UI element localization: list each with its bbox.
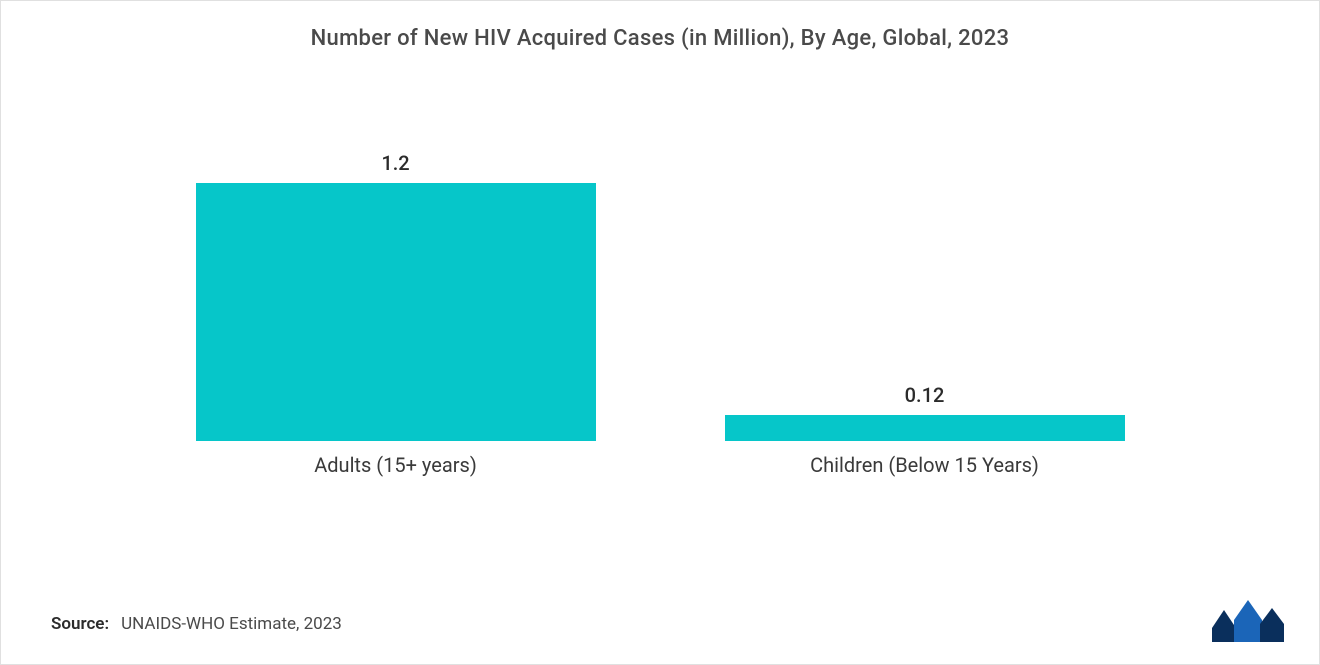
chart-container: Number of New HIV Acquired Cases (in Mil…: [0, 0, 1320, 665]
chart-title: Number of New HIV Acquired Cases (in Mil…: [51, 26, 1269, 51]
labels-row: Adults (15+ years) Children (Below 15 Ye…: [51, 453, 1269, 477]
source-line: Source: UNAIDS-WHO Estimate, 2023: [51, 614, 342, 634]
bar-0: [196, 183, 596, 441]
bar-1: [725, 415, 1125, 441]
source-label: Source:: [51, 614, 109, 634]
bar-value-0: 1.2: [381, 151, 409, 175]
bar-label-1: Children (Below 15 Years): [725, 453, 1125, 477]
chart-area: 1.2 0.12 Adults (15+ years) Children (Be…: [51, 111, 1269, 531]
bar-value-1: 0.12: [905, 383, 945, 407]
bar-label-0: Adults (15+ years): [196, 453, 596, 477]
mordor-logo-icon: [1212, 598, 1284, 642]
bars-wrap: 1.2 0.12: [51, 111, 1269, 441]
bar-group-1: 0.12: [725, 383, 1125, 441]
source-text: UNAIDS-WHO Estimate, 2023: [121, 614, 342, 634]
bar-group-0: 1.2: [196, 151, 596, 441]
